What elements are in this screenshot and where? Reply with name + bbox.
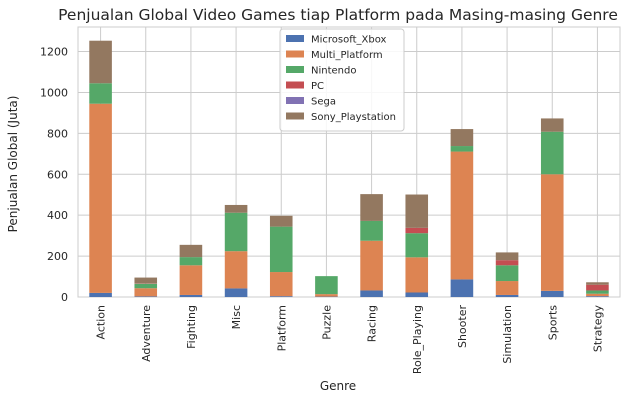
legend-label: Sega xyxy=(311,97,336,108)
y-tick-label: 800 xyxy=(47,127,68,140)
bar-segment-pc xyxy=(496,260,519,265)
legend-swatch xyxy=(286,82,304,89)
y-tick-label: 400 xyxy=(47,209,68,222)
chart-title: Penjualan Global Video Games tiap Platfo… xyxy=(58,6,618,24)
x-tick-label: Simulation xyxy=(501,305,514,364)
legend-label: Microsoft_Xbox xyxy=(311,35,387,46)
bar-segment-microsoft-xbox xyxy=(586,296,609,297)
y-tick-label: 1200 xyxy=(40,46,68,59)
y-axis-label: Penjualan Global (Juta) xyxy=(6,96,20,233)
legend-swatch xyxy=(286,97,304,104)
y-tick-label: 1000 xyxy=(40,86,68,99)
bar-segment-microsoft-xbox xyxy=(541,291,564,297)
bar-segment-sony-playstation xyxy=(225,205,248,213)
bar-segment-nintendo xyxy=(586,290,609,293)
bar-segment-microsoft-xbox xyxy=(134,296,157,297)
x-tick-label: Racing xyxy=(366,305,379,342)
x-tick-label: Platform xyxy=(275,305,288,351)
legend-label: PC xyxy=(311,81,324,92)
legend-label: Multi_Platform xyxy=(311,50,383,61)
bar-segment-sony-playstation xyxy=(451,129,474,146)
bar-segment-nintendo xyxy=(315,276,338,294)
bar-segment-nintendo xyxy=(360,221,383,241)
y-tick-label: 0 xyxy=(61,291,68,304)
bar-segment-sony-playstation xyxy=(405,195,428,228)
bar-segment-sony-playstation xyxy=(180,245,203,257)
bar-segment-multi-platform xyxy=(451,152,474,280)
bar-segment-microsoft-xbox xyxy=(89,293,112,297)
bar-segment-nintendo xyxy=(496,265,519,281)
bar-segment-pc xyxy=(405,228,428,233)
legend-swatch xyxy=(286,51,304,58)
x-tick-label: Misc xyxy=(230,305,243,329)
bar-segment-sony-playstation xyxy=(360,194,383,221)
bar-segment-sony-playstation xyxy=(541,118,564,131)
bar-segment-multi-platform xyxy=(89,104,112,293)
bar-segment-nintendo xyxy=(405,233,428,257)
bar-segment-pc xyxy=(586,285,609,291)
legend-label: Nintendo xyxy=(311,66,356,77)
bar-segment-nintendo xyxy=(180,257,203,265)
x-tick-label: Puzzle xyxy=(320,305,333,340)
bar-segment-microsoft-xbox xyxy=(180,295,203,297)
x-tick-label: Strategy xyxy=(591,305,604,353)
bar-segment-multi-platform xyxy=(315,294,338,296)
legend-swatch xyxy=(286,66,304,73)
bar-segment-sony-playstation xyxy=(89,41,112,84)
y-tick-label: 600 xyxy=(47,168,68,181)
bar-segment-multi-platform xyxy=(496,281,519,295)
bar-segment-microsoft-xbox xyxy=(360,290,383,297)
bar-segment-microsoft-xbox xyxy=(225,288,248,297)
x-tick-label: Fighting xyxy=(185,305,198,349)
bar-segment-microsoft-xbox xyxy=(496,295,519,297)
legend-swatch xyxy=(286,35,304,42)
bar-segment-multi-platform xyxy=(405,257,428,292)
bar-segment-nintendo xyxy=(541,132,564,175)
x-tick-label: Adventure xyxy=(140,305,153,362)
bar-segment-sony-playstation xyxy=(134,278,157,284)
x-tick-label: Role_Playing xyxy=(411,305,424,374)
bar-segment-sony-playstation xyxy=(270,216,293,227)
x-tick-label: Action xyxy=(95,305,108,339)
x-tick-label: Shooter xyxy=(456,305,469,348)
bar-segment-multi-platform xyxy=(225,251,248,288)
bar-segment-sony-playstation xyxy=(496,252,519,260)
x-axis-label: Genre xyxy=(320,379,356,393)
bar-segment-microsoft-xbox xyxy=(405,293,428,298)
bar-segment-multi-platform xyxy=(360,241,383,291)
bar-segment-sony-playstation xyxy=(586,282,609,284)
y-tick-label: 200 xyxy=(47,250,68,263)
bar-segment-multi-platform xyxy=(541,174,564,291)
bar-segment-microsoft-xbox xyxy=(270,296,293,297)
bar-segment-nintendo xyxy=(89,83,112,103)
bar-segment-multi-platform xyxy=(270,272,293,296)
bar-segment-nintendo xyxy=(134,284,157,289)
x-tick-label: Sports xyxy=(546,305,559,341)
bar-segment-multi-platform xyxy=(180,265,203,295)
bar-segment-microsoft-xbox xyxy=(451,279,474,297)
legend-label: Sony_Playstation xyxy=(311,112,396,123)
bar-segment-multi-platform xyxy=(586,294,609,296)
bar-segment-multi-platform xyxy=(134,288,157,296)
bar-segment-nintendo xyxy=(225,213,248,251)
bar-segment-nintendo xyxy=(270,227,293,272)
legend-swatch xyxy=(286,113,304,120)
bar-segment-nintendo xyxy=(451,146,474,152)
